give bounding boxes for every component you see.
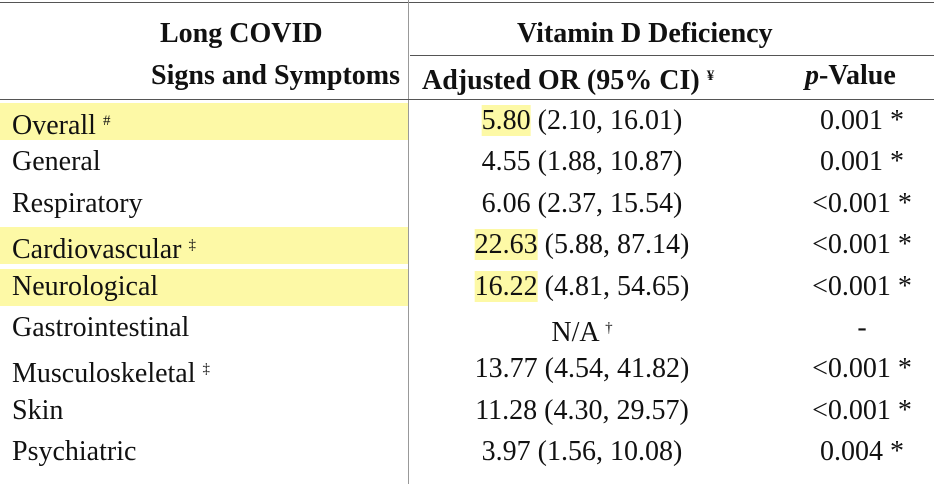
- label-text: Gastrointestinal: [12, 312, 190, 343]
- odds-ratio: 4.55: [481, 146, 531, 178]
- confidence-interval: (2.37, 15.54): [537, 187, 683, 219]
- or-cell: 5.80 (2.10, 16.01): [481, 103, 683, 139]
- or-cell: 11.28 (4.30, 29.57): [475, 393, 689, 429]
- row-label: Neurological: [12, 269, 158, 305]
- row-header: Long COVID: [160, 18, 323, 49]
- p-value: -: [857, 312, 867, 343]
- p-value: <0.001 *: [812, 353, 912, 385]
- label-text: Psychiatric: [12, 436, 137, 468]
- footnote-mark: ‡: [188, 237, 197, 254]
- or-cell: 22.63 (5.88, 87.14): [474, 227, 690, 263]
- group-rule: [410, 55, 934, 56]
- footnote-mark: ¥: [706, 68, 715, 84]
- row-label: Psychiatric: [12, 434, 136, 470]
- or-cell: 16.22 (4.81, 54.65): [474, 269, 690, 305]
- header-italic: p: [805, 60, 819, 91]
- row-header: Signs and Symptoms: [151, 60, 400, 91]
- column-header: p-Value: [805, 58, 896, 94]
- p-value: <0.001 *: [812, 394, 912, 426]
- row-label: Gastrointestinal: [12, 310, 189, 346]
- row-label: General: [12, 144, 101, 180]
- or-cell: 6.06 (2.37, 15.54): [482, 186, 683, 222]
- footnote-mark: ‡: [202, 361, 211, 378]
- confidence-interval: (1.56, 10.08): [537, 436, 683, 468]
- p-value: <0.001 *: [812, 187, 912, 219]
- row-label: Cardiovascular ‡: [12, 227, 196, 268]
- or-cell: 4.55 (1.88, 10.87): [482, 144, 683, 180]
- odds-ratio: 22.63: [474, 229, 538, 261]
- label-text: Overall: [12, 110, 96, 141]
- odds-ratio: 3.97: [481, 436, 531, 468]
- odds-ratio: 6.06: [481, 187, 531, 219]
- confidence-interval: (4.30, 29.57): [544, 394, 689, 426]
- label-text: General: [12, 146, 101, 178]
- confidence-interval: (2.10, 16.01): [537, 105, 683, 136]
- row-label: Skin: [12, 393, 63, 429]
- column-header: Adjusted OR (95% CI) ¥: [422, 58, 714, 99]
- label-text: Respiratory: [12, 187, 143, 219]
- p-value: 0.001 *: [820, 146, 904, 178]
- label-text: Neurological: [12, 270, 159, 302]
- group-header: Vitamin D Deficiency: [517, 18, 773, 49]
- top-rule: [0, 2, 934, 3]
- row-label: Overall #: [12, 103, 110, 144]
- or-cell: 3.97 (1.56, 10.08): [482, 434, 683, 470]
- p-value: <0.001 *: [812, 229, 912, 261]
- highlight: [0, 103, 408, 140]
- or-cell: 13.77 (4.54, 41.82): [475, 351, 690, 387]
- header-text: -Value: [819, 60, 896, 91]
- highlight: [0, 268, 408, 306]
- footnote-mark: †: [605, 320, 613, 336]
- odds-ratio: 5.80: [481, 105, 531, 136]
- p-value: 0.004 *: [820, 436, 904, 468]
- column-divider: [408, 0, 409, 484]
- header-text: Adjusted OR (95% CI): [422, 65, 700, 96]
- header-rule: [0, 99, 934, 100]
- row-label: Musculoskeletal ‡: [12, 351, 210, 392]
- highlight: [0, 227, 408, 265]
- label-text: Cardiovascular: [12, 234, 182, 266]
- odds-ratio: 13.77: [474, 353, 538, 385]
- label-text: Skin: [12, 394, 64, 426]
- p-value: 0.001 *: [820, 105, 904, 136]
- row-label: Respiratory: [12, 186, 143, 222]
- odds-ratio: 16.22: [474, 270, 538, 302]
- confidence-interval: (4.81, 54.65): [544, 270, 690, 302]
- confidence-interval: (1.88, 10.87): [537, 146, 683, 178]
- confidence-interval: (5.88, 87.14): [544, 229, 690, 261]
- odds-ratio: 11.28: [475, 394, 538, 426]
- footnote-mark: #: [102, 113, 111, 129]
- or-cell: N/A †: [551, 310, 612, 351]
- label-text: Musculoskeletal: [12, 358, 196, 390]
- odds-ratio: N/A: [551, 317, 599, 348]
- confidence-interval: (4.54, 41.82): [544, 353, 690, 385]
- p-value: <0.001 *: [812, 270, 912, 302]
